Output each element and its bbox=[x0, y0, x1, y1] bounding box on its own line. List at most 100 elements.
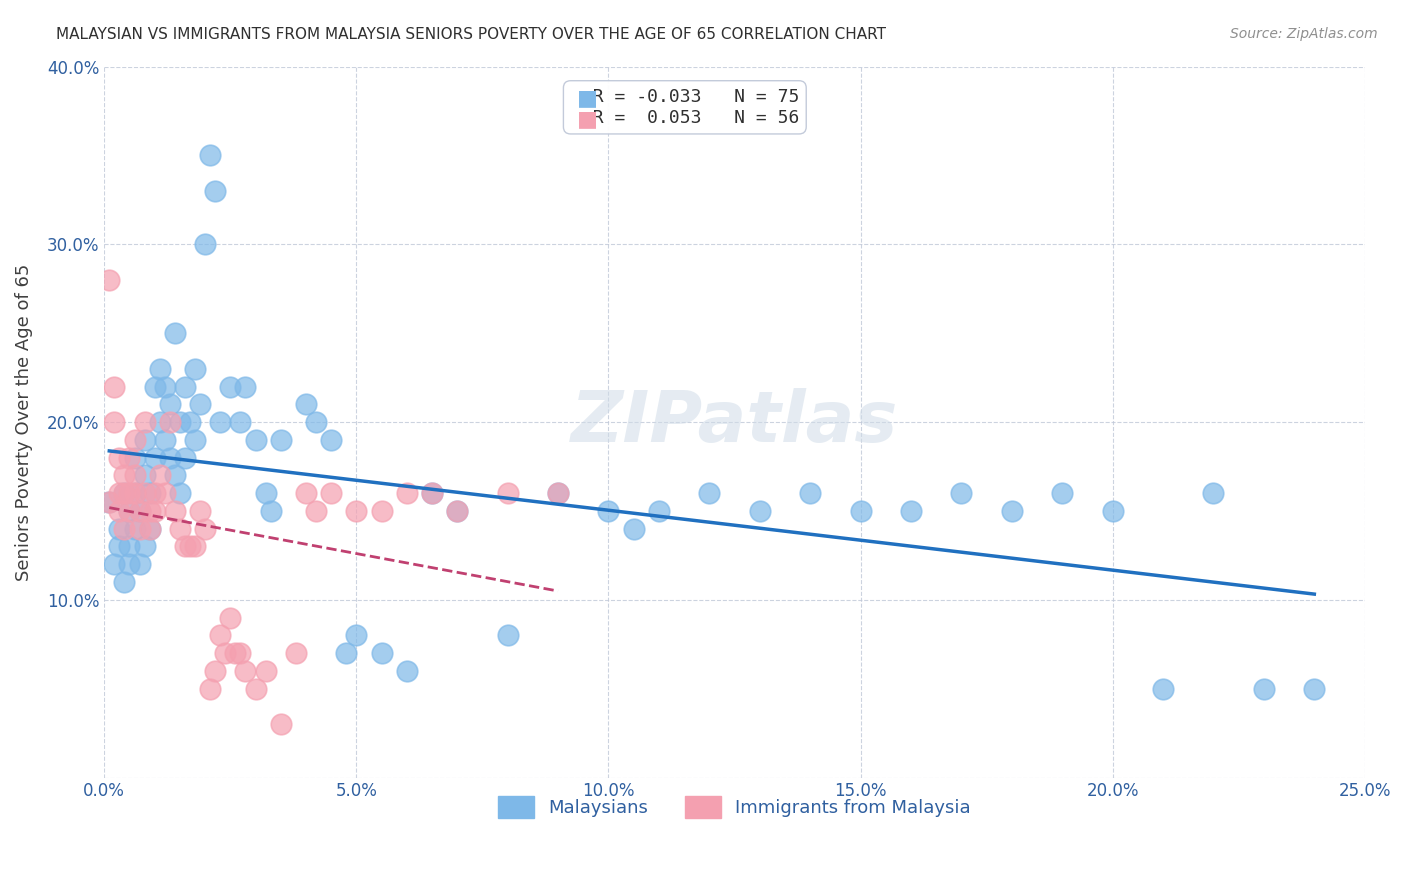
Point bbox=[254, 486, 277, 500]
Point bbox=[305, 415, 328, 429]
Point bbox=[134, 415, 156, 429]
Point bbox=[118, 450, 141, 465]
Point bbox=[229, 646, 252, 660]
Point bbox=[134, 486, 156, 500]
Point bbox=[420, 486, 443, 500]
Point bbox=[108, 486, 131, 500]
Point bbox=[134, 433, 156, 447]
Point bbox=[344, 504, 367, 518]
Point bbox=[124, 486, 146, 500]
Point bbox=[108, 504, 131, 518]
Point bbox=[174, 379, 197, 393]
Point bbox=[118, 486, 141, 500]
Text: ■: ■ bbox=[576, 109, 598, 129]
Point bbox=[950, 486, 973, 500]
Point bbox=[163, 504, 186, 518]
Point bbox=[112, 486, 135, 500]
Point bbox=[149, 415, 172, 429]
Point bbox=[169, 486, 191, 500]
Point bbox=[112, 522, 135, 536]
Point bbox=[159, 415, 181, 429]
Point bbox=[235, 379, 257, 393]
Point bbox=[112, 575, 135, 590]
Point bbox=[194, 237, 217, 252]
Text: MALAYSIAN VS IMMIGRANTS FROM MALAYSIA SENIORS POVERTY OVER THE AGE OF 65 CORRELA: MALAYSIAN VS IMMIGRANTS FROM MALAYSIA SE… bbox=[56, 27, 886, 42]
Point bbox=[229, 415, 252, 429]
Point bbox=[395, 486, 418, 500]
Point bbox=[163, 468, 186, 483]
Text: ZIPatlas: ZIPatlas bbox=[571, 388, 898, 457]
Point bbox=[295, 397, 318, 411]
Point bbox=[118, 504, 141, 518]
Point bbox=[103, 379, 125, 393]
Point bbox=[370, 646, 392, 660]
Point bbox=[108, 522, 131, 536]
Point bbox=[496, 486, 519, 500]
Point bbox=[1253, 681, 1275, 696]
Point bbox=[134, 540, 156, 554]
Point bbox=[235, 664, 257, 678]
Point bbox=[395, 664, 418, 678]
Point bbox=[295, 486, 318, 500]
Point bbox=[254, 664, 277, 678]
Point bbox=[174, 540, 197, 554]
Point bbox=[143, 486, 166, 500]
Point bbox=[1101, 504, 1123, 518]
Point bbox=[103, 558, 125, 572]
Point bbox=[446, 504, 468, 518]
Text: R = -0.033   N = 75
  R =  0.053   N = 56: R = -0.033 N = 75 R = 0.053 N = 56 bbox=[571, 88, 799, 127]
Point bbox=[108, 450, 131, 465]
Point bbox=[623, 522, 645, 536]
Point bbox=[143, 379, 166, 393]
Point bbox=[420, 486, 443, 500]
Point bbox=[169, 415, 191, 429]
Point bbox=[138, 504, 160, 518]
Point bbox=[245, 681, 267, 696]
Legend: Malaysians, Immigrants from Malaysia: Malaysians, Immigrants from Malaysia bbox=[491, 789, 979, 825]
Point bbox=[124, 522, 146, 536]
Point bbox=[188, 397, 211, 411]
Point bbox=[124, 433, 146, 447]
Point bbox=[799, 486, 821, 500]
Point bbox=[143, 450, 166, 465]
Point bbox=[128, 504, 150, 518]
Point bbox=[697, 486, 720, 500]
Point bbox=[103, 415, 125, 429]
Point bbox=[138, 522, 160, 536]
Point bbox=[184, 361, 207, 376]
Point bbox=[128, 558, 150, 572]
Point bbox=[112, 486, 135, 500]
Point bbox=[198, 681, 221, 696]
Point bbox=[188, 504, 211, 518]
Point bbox=[900, 504, 922, 518]
Point bbox=[245, 433, 267, 447]
Point bbox=[159, 450, 181, 465]
Point bbox=[1152, 681, 1174, 696]
Point bbox=[112, 468, 135, 483]
Point bbox=[270, 717, 292, 731]
Point bbox=[124, 486, 146, 500]
Point bbox=[270, 433, 292, 447]
Point bbox=[179, 415, 201, 429]
Point bbox=[149, 361, 172, 376]
Point bbox=[174, 450, 197, 465]
Point bbox=[124, 468, 146, 483]
Point bbox=[118, 504, 141, 518]
Point bbox=[118, 540, 141, 554]
Point bbox=[138, 522, 160, 536]
Point bbox=[108, 540, 131, 554]
Text: Source: ZipAtlas.com: Source: ZipAtlas.com bbox=[1230, 27, 1378, 41]
Point bbox=[204, 184, 226, 198]
Point bbox=[153, 486, 176, 500]
Point bbox=[284, 646, 307, 660]
Point bbox=[98, 495, 121, 509]
Point bbox=[184, 540, 207, 554]
Point bbox=[98, 495, 121, 509]
Point bbox=[128, 522, 150, 536]
Point bbox=[648, 504, 671, 518]
Point bbox=[219, 610, 242, 624]
Point bbox=[128, 504, 150, 518]
Point bbox=[209, 628, 232, 642]
Point bbox=[259, 504, 281, 518]
Point bbox=[138, 486, 160, 500]
